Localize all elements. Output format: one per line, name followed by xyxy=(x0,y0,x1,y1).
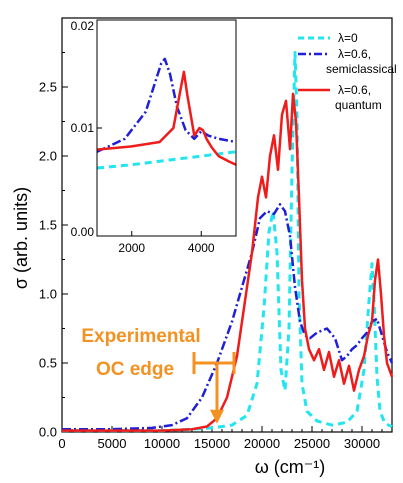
y-axis-label: σ (arb. units) xyxy=(11,187,31,289)
legend-label-lambda0: λ=0 xyxy=(338,31,358,45)
y-tick-label: 2.0 xyxy=(39,149,57,164)
y-tick-label: 2.5 xyxy=(39,80,57,95)
y-tick-label: 1.0 xyxy=(39,287,57,302)
x-axis-label: ω (cm⁻¹) xyxy=(255,457,326,477)
edge-arrow-head xyxy=(210,409,224,424)
legend: λ=0 λ=0.6, semiclassical λ=0.6, quantum xyxy=(298,31,397,112)
x-tick-label: 20000 xyxy=(244,436,280,451)
inset-background xyxy=(97,20,236,236)
legend-label-semiclassical-line1: λ=0.6, xyxy=(338,47,371,61)
annotation-marker xyxy=(192,352,236,424)
series-line-2 xyxy=(62,92,394,432)
inset-axis-ticks: 2000 4000 0.00 0.01 0.02 xyxy=(71,19,215,255)
x-tick-label: 15000 xyxy=(194,436,230,451)
x-tick-label: 5000 xyxy=(98,436,127,451)
legend-label-semiclassical: λ=0.6, semiclassical xyxy=(326,47,397,76)
inset-series-layer xyxy=(96,57,237,170)
x-tick-label: 0 xyxy=(58,436,65,451)
legend-label-semiclassical-line2: semiclassical xyxy=(326,62,397,76)
experimental-edge-annotation: Experimental OC edge xyxy=(81,326,236,424)
y-tick-label: 0.0 xyxy=(39,425,57,440)
inset-x-tick-label: 4000 xyxy=(188,241,215,255)
inset-series-line-1 xyxy=(96,57,237,153)
x-tick-label: 10000 xyxy=(144,436,180,451)
inset-series-line-2 xyxy=(96,70,237,166)
x-tick-label: 25000 xyxy=(294,436,330,451)
inset-y-tick-label: 0.01 xyxy=(71,121,95,135)
legend-label-quantum-line2: quantum xyxy=(335,98,382,112)
annotation-line1: Experimental xyxy=(81,326,200,347)
legend-label-quantum-line1: λ=0.6, xyxy=(338,83,371,97)
inset-y-tick-label: 0.02 xyxy=(71,19,95,33)
legend-label-quantum: λ=0.6, quantum xyxy=(335,83,382,112)
x-tick-label: 30000 xyxy=(344,436,380,451)
series-line-0 xyxy=(62,51,393,433)
series-line-1 xyxy=(62,203,394,431)
annotation-line2: OC edge xyxy=(96,359,174,380)
y-tick-label: 0.5 xyxy=(39,356,57,371)
inset-x-tick-label: 2000 xyxy=(118,241,145,255)
inset-y-tick-label: 0.00 xyxy=(71,225,95,239)
y-tick-label: 1.5 xyxy=(39,218,57,233)
main-series-layer xyxy=(62,51,394,433)
